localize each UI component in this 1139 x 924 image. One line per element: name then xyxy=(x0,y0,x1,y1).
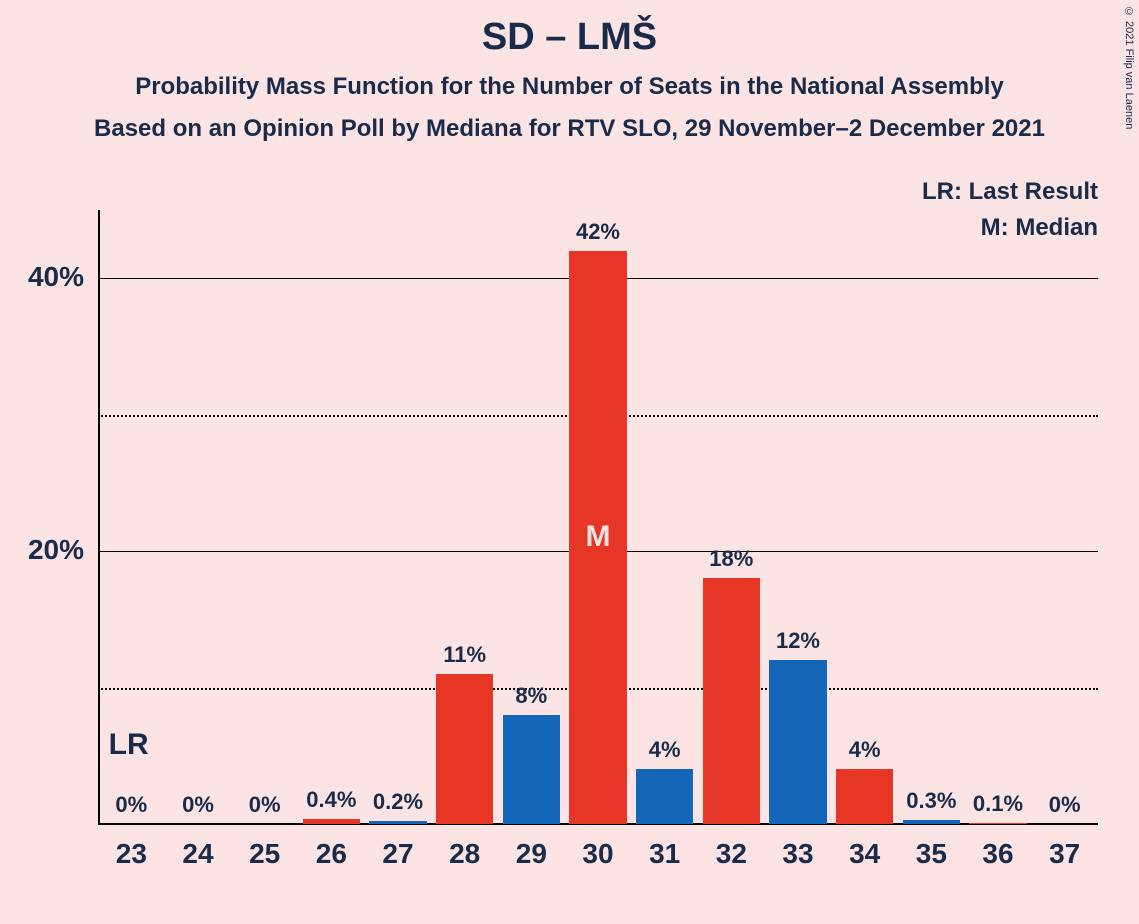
bar-value-label: 11% xyxy=(426,642,503,668)
x-axis-tick: 37 xyxy=(1031,838,1098,870)
x-axis-tick: 26 xyxy=(298,838,365,870)
x-axis-tick: 34 xyxy=(831,838,898,870)
x-axis-tick: 36 xyxy=(965,838,1032,870)
y-axis xyxy=(98,210,100,824)
chart-title: SD – LMŠ xyxy=(0,0,1139,59)
bar-chart: 20%40%0%23LR0%240%250.4%260.2%2711%288%2… xyxy=(98,210,1098,824)
median-marker: M xyxy=(569,520,626,554)
bar-value-label: 0.3% xyxy=(893,788,970,814)
bar-value-label: 0% xyxy=(93,792,170,818)
y-axis-tick: 20% xyxy=(4,534,84,566)
chart-subtitle-1: Probability Mass Function for the Number… xyxy=(0,73,1139,101)
x-axis-tick: 24 xyxy=(165,838,232,870)
x-axis-tick: 27 xyxy=(365,838,432,870)
last-result-marker: LR xyxy=(109,728,149,762)
bar xyxy=(303,819,360,824)
bar xyxy=(503,715,560,824)
x-axis-tick: 35 xyxy=(898,838,965,870)
x-axis-tick: 32 xyxy=(698,838,765,870)
bar xyxy=(369,821,426,824)
y-axis-tick: 40% xyxy=(4,261,84,293)
bar-value-label: 8% xyxy=(493,683,570,709)
x-axis-tick: 33 xyxy=(765,838,832,870)
x-axis-tick: 23 xyxy=(98,838,165,870)
bar xyxy=(969,823,1026,824)
bar xyxy=(636,769,693,824)
bar-value-label: 4% xyxy=(626,737,703,763)
bar-value-label: 4% xyxy=(826,737,903,763)
bar-value-label: 0% xyxy=(160,792,237,818)
bar-value-label: 18% xyxy=(693,546,770,572)
bar-value-label: 42% xyxy=(560,219,637,245)
bar xyxy=(836,769,893,824)
x-axis-tick: 28 xyxy=(431,838,498,870)
bar-value-label: 0.1% xyxy=(960,791,1037,817)
bar xyxy=(703,578,760,824)
x-axis-tick: 30 xyxy=(565,838,632,870)
x-axis-tick: 25 xyxy=(231,838,298,870)
bar-value-label: 0.2% xyxy=(360,789,437,815)
bar-value-label: 12% xyxy=(760,628,837,654)
bar xyxy=(436,674,493,824)
x-axis-tick: 31 xyxy=(631,838,698,870)
x-axis-tick: 29 xyxy=(498,838,565,870)
bar xyxy=(769,660,826,824)
bar-value-label: 0% xyxy=(1026,792,1103,818)
legend-last-result: LR: Last Result xyxy=(922,178,1098,206)
chart-subtitle-2: Based on an Opinion Poll by Mediana for … xyxy=(0,115,1139,143)
bar-value-label: 0% xyxy=(226,792,303,818)
copyright-text: © 2021 Filip van Laenen xyxy=(1123,6,1135,129)
bar xyxy=(903,820,960,824)
bar-value-label: 0.4% xyxy=(293,787,370,813)
